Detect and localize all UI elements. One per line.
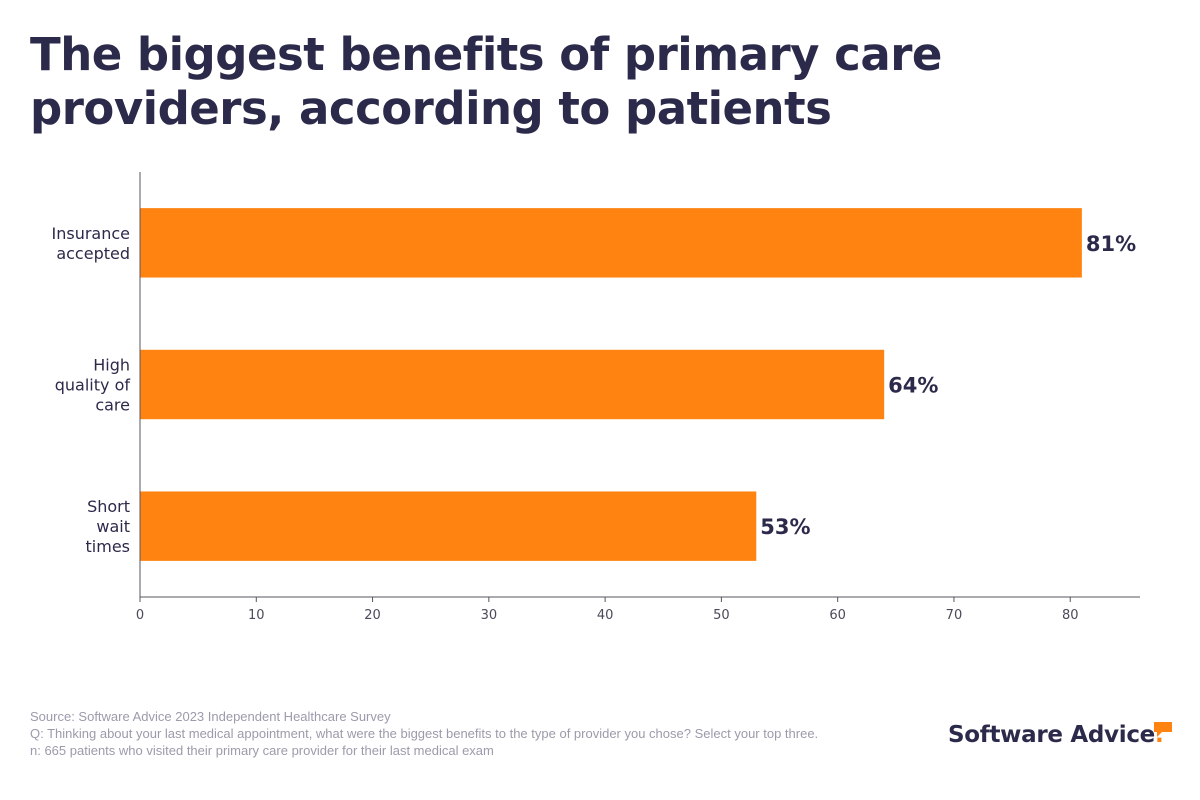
source-note: Source: Software Advice 2023 Independent… xyxy=(30,709,391,724)
x-tick-label: 40 xyxy=(597,608,614,623)
category-label: Short wait times xyxy=(86,497,130,556)
x-tick-label: 20 xyxy=(364,608,381,623)
x-tick-label: 70 xyxy=(946,608,963,623)
brand-trademark-dot: . xyxy=(1154,722,1164,748)
x-tick-label: 60 xyxy=(829,608,846,623)
sample-note: n: 665 patients who visited their primar… xyxy=(30,743,494,758)
question-note: Q: Thinking about your last medical appo… xyxy=(30,726,819,741)
x-tick-label: 30 xyxy=(481,608,498,623)
brand-logo: Software Advice. xyxy=(948,722,1164,748)
data-label: 64% xyxy=(888,374,938,398)
brand-name: Software Advice xyxy=(948,722,1155,748)
x-tick-label: 10 xyxy=(248,608,265,623)
speech-bubble-icon xyxy=(1154,722,1172,737)
data-label: 81% xyxy=(1086,232,1136,256)
bar xyxy=(140,491,757,561)
bar xyxy=(140,208,1082,278)
footnotes: Source: Software Advice 2023 Independent… xyxy=(30,708,860,759)
bar xyxy=(140,349,885,420)
x-tick-label: 50 xyxy=(713,608,730,623)
chart-title: The biggest benefits of primary care pro… xyxy=(30,28,942,135)
x-tick-label: 80 xyxy=(1062,608,1079,623)
category-label: Insurance accepted xyxy=(52,224,131,263)
category-label: High quality of care xyxy=(55,356,131,415)
x-tick-label: 0 xyxy=(136,608,144,623)
data-label: 53% xyxy=(760,515,810,539)
